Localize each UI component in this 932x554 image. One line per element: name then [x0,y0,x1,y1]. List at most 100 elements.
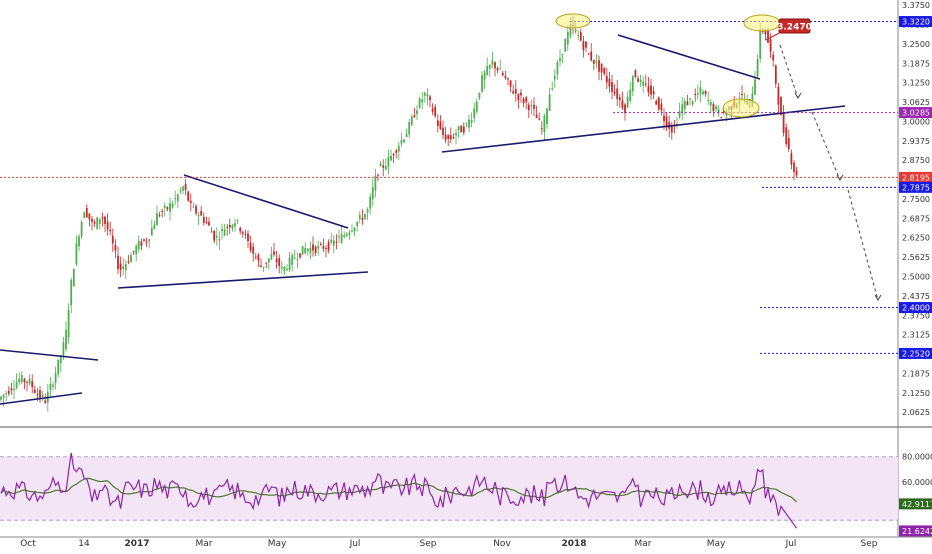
candle-body [494,62,496,69]
candle-body [434,106,437,117]
candle-body [148,239,151,242]
trendlines [0,34,846,405]
projection-path [847,189,879,301]
time-tick-label: May [268,539,287,549]
candle-body [462,126,465,133]
candle-body [509,80,512,87]
candle-body [286,268,288,270]
candle-body [228,224,231,228]
level-price-tag-text: 3.0285 [902,109,930,118]
candle-body [785,127,788,145]
candle-body [75,243,78,265]
candle-body [496,68,499,71]
price-tick-label: 2.9375 [902,137,930,146]
candle-body [465,123,468,125]
candle-body [132,251,135,253]
candle-body [626,96,629,108]
candle-body [655,100,658,105]
candle-body [226,226,229,228]
candle-body [83,212,86,218]
time-tick-label: Mar [635,539,652,549]
time-tick-label: Jul [785,539,797,549]
candle-body [553,75,556,80]
candle-body [325,248,327,250]
candle-body [200,210,203,216]
candle-body [241,231,244,234]
candle-body [254,256,257,258]
trendline [117,271,369,289]
candle-body [221,228,223,232]
candle-body [618,97,621,100]
candle-body [657,97,660,110]
candle-body [182,186,184,191]
candle-body [195,206,197,214]
candle-body [764,29,767,35]
candle-body [712,104,715,112]
candle-body [629,89,632,101]
price-tick-label: 2.3125 [902,331,930,340]
candle-body [127,261,130,263]
candle-body [262,266,265,268]
candle-body [208,221,210,226]
level-price-tag [899,171,932,183]
candle-body [660,103,663,111]
candle-body [26,381,28,383]
candle-body [767,30,769,43]
candle-body [665,116,668,128]
level-price-tag-text: 2.8195 [902,173,930,182]
candle-body [603,68,606,74]
candle-body [382,165,385,168]
candle-body [140,241,143,247]
candle-body [343,235,346,238]
price-tick-label: 3.0000 [902,117,930,126]
candle-body [33,389,36,393]
candle-body [213,230,216,241]
candle-body [338,236,340,238]
candle-body [104,216,106,224]
candle-body [691,101,694,105]
candle-body [533,104,535,109]
candle-body [137,240,140,250]
candle-body [158,215,161,217]
candle-body [624,104,626,113]
candle-body [44,400,47,403]
candle-body [31,381,34,388]
rsi-value-text: 21.6242 [902,527,932,536]
candle-body [566,32,569,45]
candle-body [452,137,455,139]
projection-path [811,111,841,181]
candle-body [647,86,650,93]
candle-body [608,78,611,87]
candle-body [774,65,777,84]
candle-body [59,355,62,364]
price-tick-label: 3.3750 [902,1,930,10]
rsi-ma-value-text: 42.9117 [902,500,932,509]
candle-body [605,76,608,83]
candle-body [751,93,754,107]
time-tick-label: 2017 [124,539,149,549]
candle-body [57,359,60,375]
candle-body [595,61,598,64]
candle-body [327,242,330,251]
price-tick-label: 2.0625 [902,408,930,417]
candle-body [28,378,31,384]
candle-body [210,231,213,233]
candle-body [234,223,236,227]
projection-paths [779,44,882,301]
candle-body [795,170,798,176]
candle-body [644,83,647,85]
candle-body [275,259,278,263]
candle-body [491,60,494,65]
candle-body [317,245,320,249]
candle-body [257,254,260,261]
candle-body [483,72,486,80]
candle-body [470,119,473,123]
candle-body [78,236,80,247]
candle-body [759,29,762,59]
candle-body [335,241,338,243]
candle-body [236,219,239,221]
candle-body [54,373,57,383]
time-tick-label: 2018 [561,539,586,549]
candle-body [478,92,481,99]
